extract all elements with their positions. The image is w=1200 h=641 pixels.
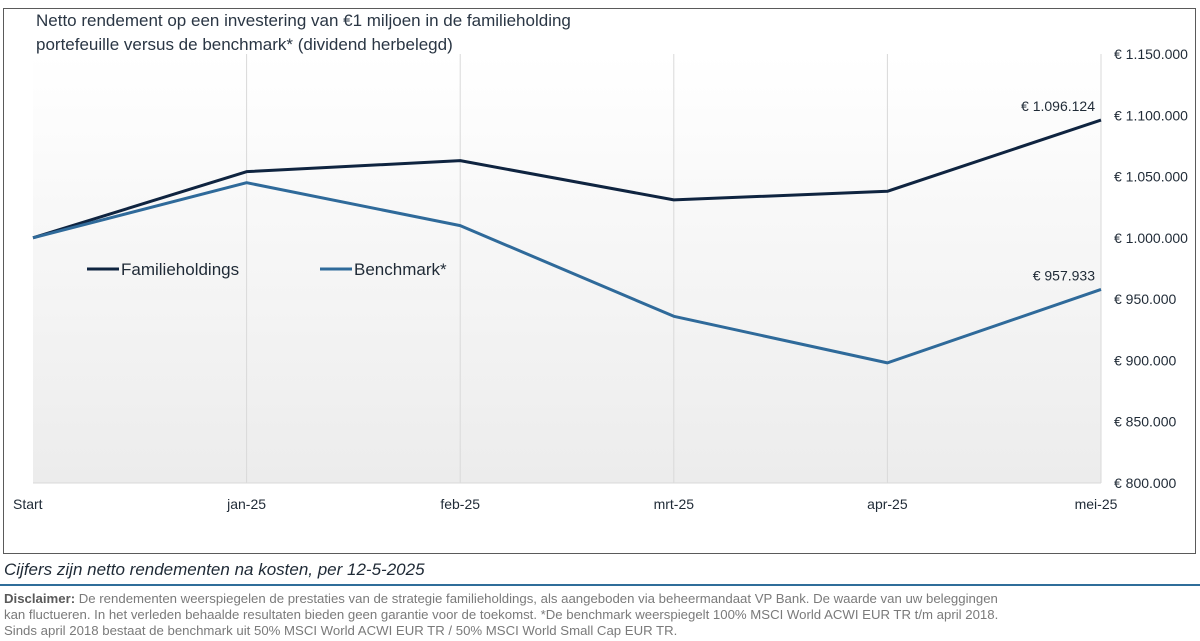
x-tick-label: mei-25 — [1075, 496, 1118, 512]
legend-label: Benchmark* — [354, 260, 447, 279]
x-tick-label: feb-25 — [440, 496, 480, 512]
y-tick-label: € 1.050.000 — [1114, 169, 1188, 185]
end-value-label: € 957.933 — [1033, 267, 1095, 283]
y-tick-label: € 950.000 — [1114, 291, 1176, 307]
y-tick-label: € 1.000.000 — [1114, 230, 1188, 246]
disclaimer-label: Disclaimer: — [4, 591, 76, 606]
y-tick-label: € 1.150.000 — [1114, 46, 1188, 62]
disclaimer-line-2: kan fluctueren. In het verleden behaalde… — [4, 607, 999, 622]
y-tick-label: € 800.000 — [1114, 475, 1176, 491]
disclaimer-divider — [0, 584, 1200, 586]
chart-title-line-2: portefeuille versus de benchmark* (divid… — [36, 35, 453, 54]
chart-title-line-1: Netto rendement op een investering van €… — [36, 11, 571, 30]
legend-label: Familieholdings — [121, 260, 239, 279]
footnote: Cijfers zijn netto rendementen na kosten… — [4, 560, 425, 579]
x-tick-label: jan-25 — [226, 496, 266, 512]
y-tick-label: € 900.000 — [1114, 352, 1176, 368]
disclaimer-text-1: De rendementen weerspiegelen de prestati… — [75, 591, 998, 606]
end-value-label: € 1.096.124 — [1021, 98, 1095, 114]
plot-area — [33, 54, 1101, 483]
x-tick-label: apr-25 — [867, 496, 908, 512]
series-line-benchmark — [32, 181, 1102, 365]
disclaimer-line-1: Disclaimer: De rendementen weerspiegelen… — [4, 591, 998, 606]
y-tick-label: € 850.000 — [1114, 414, 1176, 430]
x-tick-label: Start — [13, 496, 43, 512]
disclaimer-line-3: Sinds april 2018 bestaat de benchmark ui… — [4, 623, 678, 638]
y-tick-label: € 1.100.000 — [1114, 107, 1188, 123]
x-tick-label: mrt-25 — [654, 496, 695, 512]
chart-frame: € 1.096.124 € 957.933 Start jan-25 feb-25 mr… — [3, 8, 1196, 554]
series-line-familieholdings — [32, 118, 1102, 240]
line-chart: € 1.096.124 € 957.933 Start jan-25 feb-25 mr… — [13, 46, 1188, 512]
